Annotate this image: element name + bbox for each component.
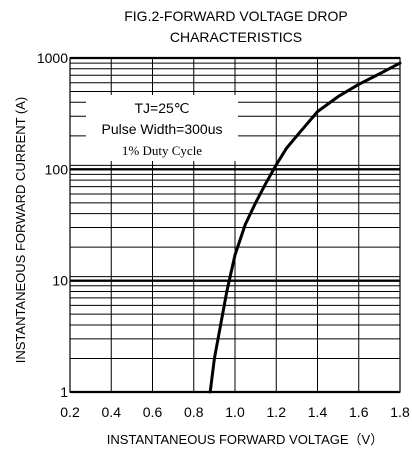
x-tick-label: 0.2 [60, 404, 80, 420]
annotation-duty-cycle: 1% Duty Cycle [122, 143, 202, 158]
annotation-background [86, 95, 238, 161]
x-tick-label: 0.4 [102, 404, 122, 420]
annotation-temperature: TJ=25℃ [134, 100, 189, 116]
x-tick-labels: 0.2 0.4 0.6 0.8 1.0 1.2 1.4 1.6 1.8 [60, 404, 410, 420]
annotation-pulse-width: Pulse Width=300us [101, 121, 222, 137]
x-tick-label: 1.8 [390, 404, 410, 420]
chart-title-line-2: CHARACTERISTICS [170, 29, 302, 45]
x-axis-label: INSTANTANEOUS FORWARD VOLTAGE（V） [107, 432, 383, 447]
x-tick-label: 1.0 [225, 404, 245, 420]
plot-frame [69, 57, 401, 393]
y-axis-label: INSTANTANEOUS FORWARD CURRENT (A) [13, 97, 28, 364]
y-tick-label: 10 [52, 273, 68, 289]
y-tick-label: 1000 [37, 50, 68, 66]
chart-title-line-1: FIG.2-FORWARD VOLTAGE DROP [124, 8, 348, 24]
y-tick-labels: 1 10 100 1000 [37, 50, 68, 400]
annotation-box: TJ=25℃ Pulse Width=300us 1% Duty Cycle [86, 95, 238, 161]
x-tick-label: 1.6 [349, 404, 369, 420]
forward-voltage-curve [208, 61, 402, 394]
y-tick-label: 1 [60, 384, 68, 400]
x-tick-label: 1.4 [308, 404, 328, 420]
x-tick-label: 1.2 [267, 404, 287, 420]
x-tick-label: 0.6 [143, 404, 163, 420]
y-tick-label: 100 [45, 161, 69, 177]
x-tick-label: 0.8 [184, 404, 204, 420]
